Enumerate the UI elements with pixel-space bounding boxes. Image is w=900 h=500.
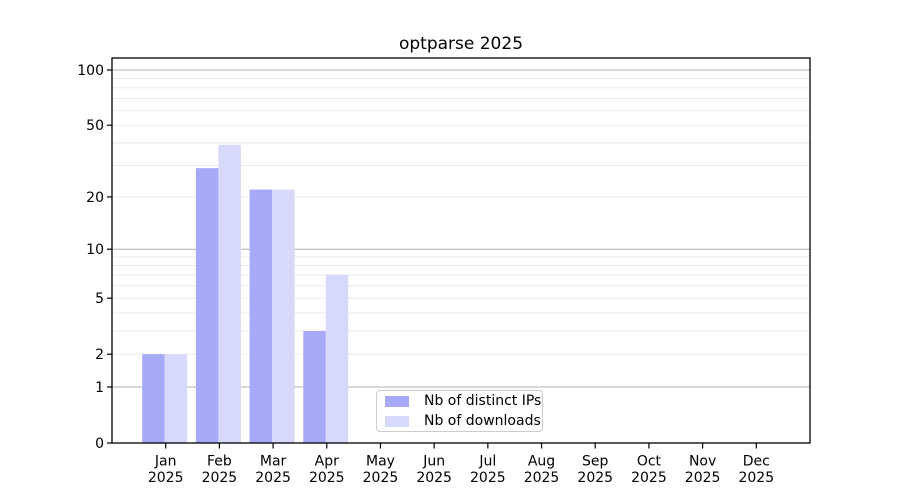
x-tick-label-month: Jul: [478, 454, 496, 470]
bar-distinct-ips-mar: [249, 189, 273, 443]
x-tick-label-month: Mar: [260, 454, 287, 470]
bar-downloads-jan: [164, 354, 188, 443]
x-tick-label-year: 2025: [255, 470, 291, 486]
y-tick-label: 5: [95, 291, 104, 307]
x-tick-label-month: Nov: [689, 454, 716, 470]
legend-swatch-downloads: [385, 415, 409, 427]
x-tick-label-year: 2025: [577, 470, 613, 486]
x-tick-label-year: 2025: [363, 470, 399, 486]
y-tick-label: 1: [95, 380, 104, 396]
legend-row-distinct-ips: Nb of distinct IPs: [385, 393, 542, 410]
chart-title: optparse 2025: [398, 34, 524, 54]
x-tick-label-month: Sep: [582, 454, 609, 470]
legend-swatch-distinct-ips: [385, 395, 409, 407]
x-tick-label-year: 2025: [470, 470, 506, 486]
minor-gridlines: [112, 77, 810, 355]
y-tick-label: 10: [86, 242, 104, 258]
x-tick-label-month: Apr: [315, 454, 339, 470]
legend: Nb of distinct IPs Nb of downloads: [376, 390, 543, 432]
x-tick-label-year: 2025: [416, 470, 452, 486]
legend-label-distinct-ips: Nb of distinct IPs: [424, 392, 542, 409]
x-tick-label-year: 2025: [309, 470, 345, 486]
bar-distinct-ips-jan: [142, 354, 165, 443]
bar-downloads-apr: [325, 274, 349, 443]
x-tick-label-year: 2025: [524, 470, 560, 486]
bar-downloads-feb: [218, 144, 241, 444]
x-tick-label-month: Aug: [528, 454, 555, 470]
legend-row-downloads: Nb of downloads: [385, 413, 542, 430]
plot-border: [111, 57, 811, 444]
y-tick-label: 2: [95, 347, 104, 363]
y-tick-label: 0: [95, 436, 104, 452]
bar-distinct-ips-apr: [303, 330, 326, 443]
x-tick-label-year: 2025: [738, 470, 774, 486]
y-tick-label: 20: [86, 190, 104, 206]
bar-distinct-ips-feb: [195, 168, 219, 443]
x-tick-label-year: 2025: [631, 470, 667, 486]
x-tick-label-month: Jan: [154, 454, 177, 470]
bar-downloads-mar: [272, 189, 295, 443]
x-tick-label-month: Oct: [637, 454, 662, 470]
y-tick-label: 50: [86, 118, 104, 134]
x-tick-label-year: 2025: [202, 470, 238, 486]
x-axis-ticks: Jan2025Feb2025Mar2025Apr2025May2025Jun20…: [148, 443, 774, 486]
x-tick-label-year: 2025: [148, 470, 184, 486]
y-axis-ticks: 0 1 2 5 10 20 50 100: [77, 63, 112, 452]
x-tick-label-month: May: [366, 454, 395, 470]
x-tick-label-month: Feb: [207, 454, 232, 470]
x-tick-label-month: Dec: [743, 454, 770, 470]
bar-groups: [142, 144, 349, 444]
x-tick-label-month: Jun: [422, 454, 445, 470]
y-tick-label: 100: [77, 63, 104, 79]
legend-label-downloads: Nb of downloads: [424, 412, 541, 429]
x-tick-label-year: 2025: [685, 470, 721, 486]
